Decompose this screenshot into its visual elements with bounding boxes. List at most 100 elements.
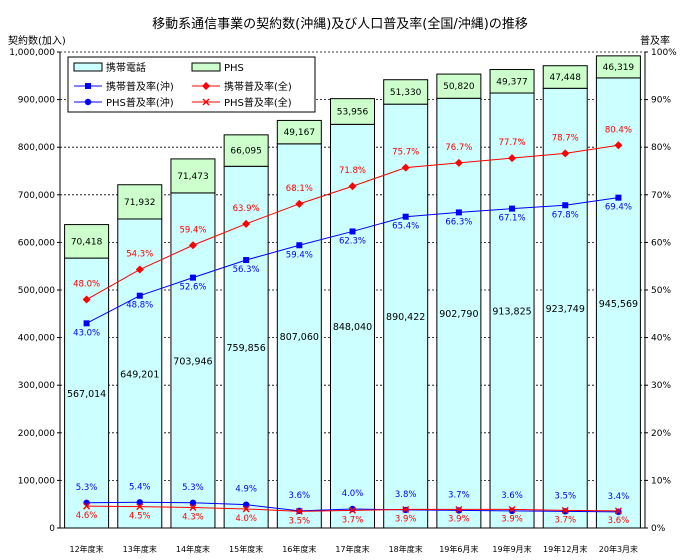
rate-label: 3.8% (395, 490, 417, 500)
axes (57, 51, 648, 529)
bar-mobile-label: 703,946 (173, 356, 212, 367)
rate-label: 48.8% (126, 301, 153, 311)
bar-mobile-label: 923,749 (546, 304, 585, 315)
rate-label: 5.3% (182, 483, 204, 493)
y-tick-label: 200,000 (18, 429, 55, 439)
y2-tick-label: 20% (651, 429, 671, 439)
bar-mobile-label: 848,040 (333, 322, 372, 333)
rate-label: 3.7% (448, 490, 470, 500)
rate-marker (401, 163, 410, 172)
rate-label: 3.9% (448, 514, 470, 524)
rate-marker (136, 499, 143, 506)
bar-phs (276, 119, 322, 145)
x-tick-label: 17年度末 (335, 544, 369, 554)
rate-label: 3.7% (342, 515, 364, 525)
rate-label: 4.3% (182, 513, 204, 523)
bar-phs (117, 184, 163, 220)
legend-swatch-phs (191, 62, 221, 72)
rate-label: 59.4% (179, 225, 206, 235)
x-tick-label: 19年6月末 (439, 544, 478, 554)
rate-marker (402, 505, 410, 513)
y-tick-label: 100,000 (18, 476, 55, 486)
legend-marker (84, 98, 92, 106)
y2-tick-label: 80% (651, 143, 671, 153)
rate-marker (455, 505, 463, 513)
rate-marker (189, 504, 197, 512)
rate-label: 67.8% (552, 210, 579, 220)
rate-marker (349, 228, 356, 235)
rate-marker (508, 154, 517, 163)
y2-axis-label: 普及率 (640, 34, 670, 47)
rate-marker (188, 241, 197, 250)
axis-ticks: 0 0% 100,000 10% 200,000 20% 300,000 30% 400,000… (9, 48, 677, 554)
x-tick-label: 12年度末 (69, 544, 103, 554)
rate-label: 68.1% (286, 184, 313, 194)
bar-phs (170, 158, 216, 194)
rate-marker (562, 202, 569, 209)
rate-marker (614, 141, 623, 150)
rate-marker (561, 506, 569, 514)
y2-tick-label: 0% (651, 524, 666, 534)
rate-marker (614, 507, 622, 515)
rate-label: 4.0% (342, 489, 364, 499)
rate-label: 3.4% (608, 492, 630, 502)
rate-marker (509, 205, 516, 212)
x-tick-label: 19年12月末 (543, 544, 587, 554)
rate-label: 56.3% (233, 265, 260, 275)
rate-label: 5.3% (76, 483, 98, 493)
y-tick-label: 800,000 (18, 143, 55, 153)
rate-label: 76.7% (445, 143, 472, 153)
rate-marker (454, 158, 463, 167)
y2-tick-label: 40% (651, 334, 671, 344)
rate-label: 52.6% (179, 283, 206, 293)
y-tick-label: 700,000 (18, 191, 55, 201)
legend-marker (202, 98, 210, 106)
rate-marker (348, 182, 357, 191)
x-tick-label: 18年度末 (389, 544, 423, 554)
y-tick-label: 0 (49, 524, 55, 534)
bar-phs (595, 55, 641, 79)
rate-label: 80.4% (605, 125, 632, 135)
rate-label: 4.9% (235, 485, 257, 495)
bar-mobile-label: 567,014 (67, 389, 106, 400)
bar-phs-label: 51,330 (390, 88, 422, 98)
bar-phs (223, 134, 269, 167)
chart-title: 移動系通信事業の契約数(沖縄)及び人口普及率(全国/沖縄)の推移 (152, 16, 528, 32)
bar-phs (330, 98, 375, 125)
rate-marker (295, 199, 304, 208)
bar-phs (489, 69, 535, 94)
y2-tick-label: 60% (651, 238, 671, 248)
rate-marker (296, 242, 303, 249)
bar-mobile (542, 87, 588, 529)
rate-lines (82, 141, 623, 516)
bar-phs (64, 224, 110, 259)
legend-label-rate: PHS普及率(沖) (106, 96, 174, 109)
x-tick-label: 13年度末 (123, 544, 157, 554)
bar-phs-label: 66,095 (230, 147, 262, 157)
bar-phs-label: 71,473 (177, 172, 209, 182)
bar-phs (436, 73, 482, 99)
rate-marker (243, 257, 250, 264)
bar-mobile-label: 807,060 (280, 332, 319, 343)
bar-phs (383, 79, 429, 105)
legend-marker (202, 82, 210, 90)
legend-label-mobile: 携帯電話 (106, 61, 146, 74)
bar-phs-label: 46,319 (603, 63, 635, 73)
data-labels: 567,014 70,418 649,201 71,932 703,946 71,473 7… (67, 63, 638, 526)
rate-label: 3.9% (501, 514, 523, 524)
rate-marker (83, 499, 90, 506)
rate-label: 3.7% (554, 515, 576, 525)
y2-tick-label: 10% (651, 476, 671, 486)
bar-phs (542, 65, 588, 89)
rate-marker (83, 320, 90, 327)
rate-label: 3.9% (395, 514, 417, 524)
rate-label: 63.9% (233, 204, 260, 214)
x-tick-label: 20年3月末 (599, 544, 638, 554)
rate-label: 77.7% (499, 138, 526, 148)
y-tick-label: 900,000 (18, 96, 55, 106)
y-tick-label: 400,000 (18, 334, 55, 344)
rate-marker (349, 506, 356, 514)
legend-marker (85, 83, 91, 89)
rate-marker (189, 274, 196, 281)
